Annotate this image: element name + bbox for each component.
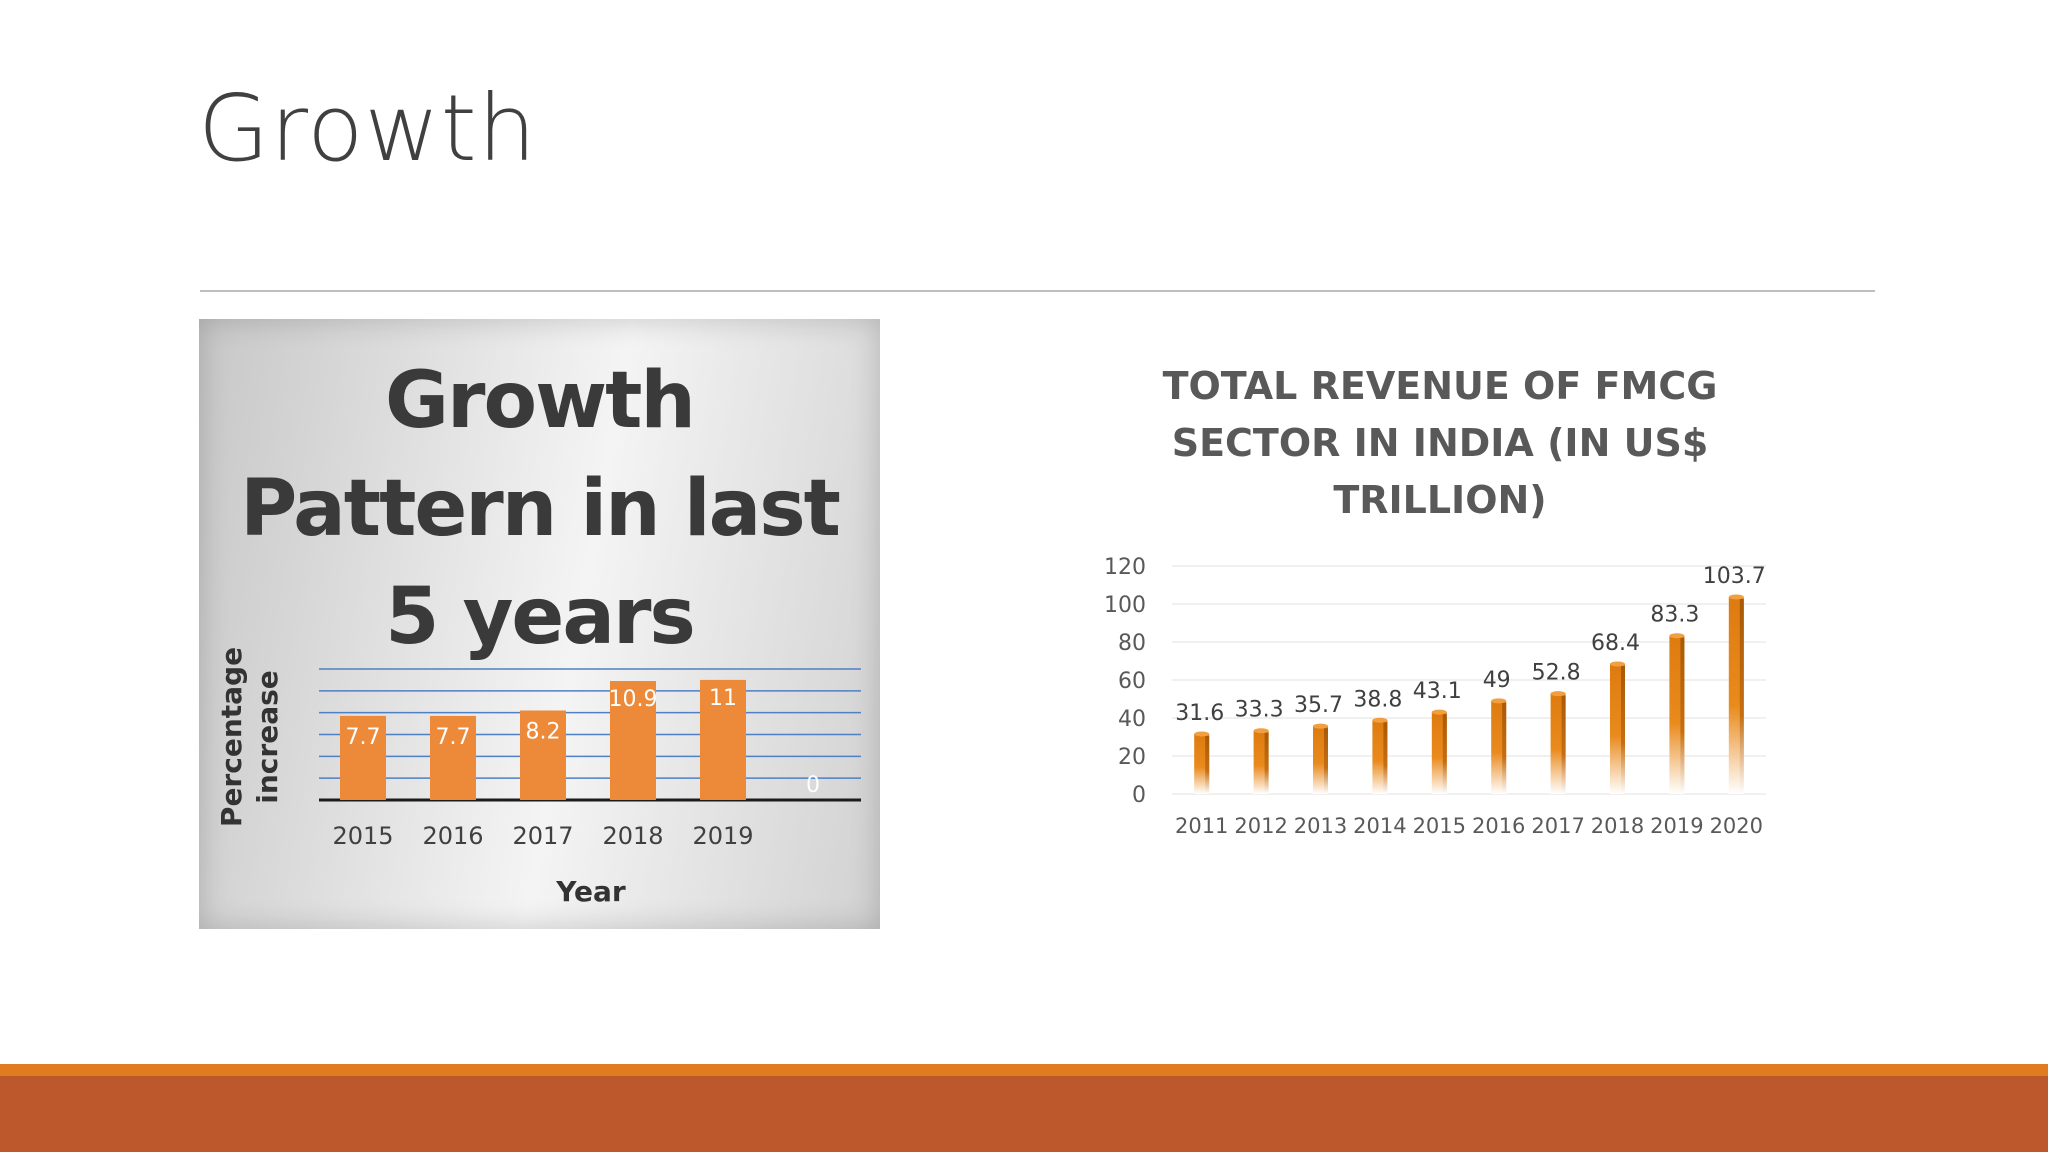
x-tick-label: 2014 — [1353, 814, 1406, 838]
y-tick-label: 40 — [1118, 707, 1146, 732]
title-divider — [200, 290, 1875, 292]
bar-side — [1680, 637, 1685, 794]
bar-side — [1442, 714, 1447, 794]
y-axis-title-line: Percentage — [215, 647, 248, 827]
bar-top — [1313, 723, 1328, 729]
data-label: 7.7 — [436, 725, 471, 750]
revenue-chart: 0 20 40 60 80 100 120 31.6 2011 33.3 2012 35.7 2013 3… — [1104, 555, 1766, 838]
data-label: 68.4 — [1591, 631, 1640, 656]
slide-title: Growth — [198, 75, 538, 182]
x-tick-label: 2018 — [602, 822, 663, 850]
data-label: 38.8 — [1353, 687, 1402, 712]
x-tick-label: 2020 — [1710, 814, 1763, 838]
x-tick-label: 2011 — [1175, 814, 1228, 838]
image-heading: Growth Pattern in last 5 years — [199, 347, 880, 671]
x-tick-label: 2015 — [332, 822, 393, 850]
bar-top — [1550, 691, 1566, 697]
bar-2017 — [520, 710, 566, 800]
bar-side — [1502, 702, 1507, 794]
footer-accent-bar — [0, 1064, 2048, 1076]
y-tick-label: 0 — [1132, 783, 1146, 808]
bar-top — [1253, 728, 1269, 734]
bar-side — [1561, 695, 1566, 794]
data-label: 31.6 — [1175, 701, 1224, 726]
x-tick-label: 2019 — [692, 822, 753, 850]
x-tick-label: 2012 — [1234, 814, 1287, 838]
x-tick-label: 2018 — [1591, 814, 1644, 838]
data-label: 49 — [1483, 668, 1511, 693]
data-label: 103.7 — [1703, 564, 1766, 589]
growth-pattern-chart: 7.7 2015 7.7 2016 8.2 2017 10.9 2018 11 2019 0 Year… — [215, 647, 861, 908]
image-heading-line-3: 5 years — [385, 572, 696, 662]
data-label: 0 — [806, 773, 820, 798]
bar-top — [1669, 633, 1685, 639]
bar-side — [1264, 732, 1269, 794]
data-label: 10.9 — [609, 687, 658, 712]
data-label: 11 — [709, 686, 737, 711]
footer-bar — [0, 1076, 2048, 1152]
growth-pattern-image: Growth Pattern in last 5 years 7.7 2015 7.… — [199, 319, 880, 929]
x-tick-label: 2017 — [1531, 814, 1584, 838]
x-tick-label: 2016 — [422, 822, 483, 850]
bar-top — [1372, 717, 1388, 723]
bar-2019 — [700, 679, 746, 800]
data-label: 7.7 — [346, 725, 381, 750]
y-tick-label: 20 — [1118, 745, 1146, 770]
data-label: 35.7 — [1294, 693, 1343, 718]
bar-top — [1491, 698, 1507, 704]
bar-side — [1383, 722, 1388, 794]
bar-2015 — [340, 715, 386, 800]
bar-top — [1431, 709, 1447, 715]
bar-side — [1739, 598, 1744, 794]
data-label: 33.3 — [1235, 698, 1284, 723]
x-tick-label: 2015 — [1413, 814, 1466, 838]
data-label: 43.1 — [1413, 679, 1462, 704]
y-axis-title-line: increase — [251, 670, 284, 803]
x-axis-title: Year — [555, 875, 626, 908]
bar-top — [1610, 661, 1625, 667]
data-label: 52.8 — [1532, 661, 1581, 686]
bar-top — [1728, 594, 1744, 600]
y-tick-label: 120 — [1104, 555, 1146, 580]
image-heading-line-2: Pattern in last — [240, 464, 841, 554]
y-tick-label: 60 — [1118, 669, 1146, 694]
y-tick-label: 80 — [1118, 631, 1146, 656]
bar-2016 — [430, 715, 476, 800]
revenue-chart-title: TOTAL REVENUE OF FMCG SECTOR IN INDIA (I… — [1162, 364, 1718, 522]
x-tick-label: 2019 — [1650, 814, 1703, 838]
image-heading-line-1: Growth — [385, 356, 696, 446]
x-tick-label: 2016 — [1472, 814, 1525, 838]
bar-side — [1621, 666, 1625, 794]
bar-side — [1205, 735, 1210, 794]
data-label: 8.2 — [526, 719, 561, 744]
bar-2018 — [610, 681, 656, 800]
bar-side — [1324, 728, 1328, 794]
x-tick-label: 2013 — [1294, 814, 1347, 838]
x-tick-label: 2017 — [512, 822, 573, 850]
y-axis-title: Percentage increase — [215, 647, 284, 827]
bar-top — [1194, 731, 1210, 737]
y-tick-label: 100 — [1104, 593, 1146, 618]
data-label: 83.3 — [1650, 603, 1699, 628]
